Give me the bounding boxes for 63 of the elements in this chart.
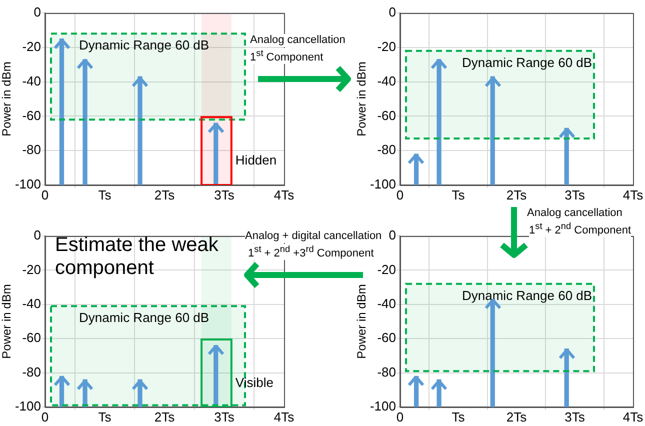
x-tick-label: 3Ts xyxy=(214,187,235,202)
annotation: Estimate the weak component xyxy=(55,234,218,279)
x-tick-label: Ts xyxy=(98,187,112,202)
y-tick-label: -40 xyxy=(377,296,396,311)
x-tick-label: 4Ts xyxy=(622,409,644,424)
y-tick-label: 0 xyxy=(388,228,396,243)
x-tick-label: 2Ts xyxy=(506,187,528,202)
y-axis-title: Power in dBm xyxy=(0,62,14,136)
annotation: Analog + digital cancellation xyxy=(245,230,382,243)
bar xyxy=(138,76,142,185)
band-label: Dynamic Range 60 dB xyxy=(462,54,592,70)
band-label: Visible xyxy=(235,374,274,390)
x-tick-label: 2Ts xyxy=(154,409,176,424)
annotation: 1$^{st}$ Component xyxy=(250,48,324,64)
y-tick-label: -20 xyxy=(22,262,41,277)
y-tick-label: -100 xyxy=(14,398,41,414)
y-tick-label: -80 xyxy=(377,142,396,158)
y-tick-label: -100 xyxy=(370,398,396,414)
y-tick-label: 0 xyxy=(34,4,41,20)
bar xyxy=(436,59,442,185)
y-axis-title: Power in dBm xyxy=(354,284,369,359)
band-label: Dynamic Range 60 dB xyxy=(462,288,592,303)
y-tick-label: -60 xyxy=(22,330,41,346)
y-tick-label: 0 xyxy=(388,4,396,20)
text: Analog cancellation xyxy=(527,207,622,220)
y-tick-label: -100 xyxy=(14,176,41,192)
x-tick-label: 3Ts xyxy=(564,409,586,424)
bar xyxy=(82,59,88,185)
y-tick-label: -100 xyxy=(370,176,396,192)
y-tick-label: -60 xyxy=(377,108,396,123)
y-tick-label: -80 xyxy=(22,142,41,158)
x-tick-label: 4Ts xyxy=(622,187,644,202)
y-tick-label: -80 xyxy=(22,364,41,380)
y-tick-label: -40 xyxy=(22,73,41,88)
x-tick-label: 3Ts xyxy=(564,187,586,202)
x-tick-label: Ts xyxy=(452,187,466,202)
x-tick-label: 3Ts xyxy=(214,409,235,424)
x-tick-label: 4Ts xyxy=(274,187,295,202)
y-tick-label: -40 xyxy=(22,296,41,311)
annotation: 1$^{st}$ + 2$^{nd}$ +3$^{rd}$ Component xyxy=(248,244,374,260)
band-label: Dynamic Range 60 dB xyxy=(79,310,210,326)
annotation: Analog cancellation xyxy=(250,34,346,47)
y-tick-label: 0 xyxy=(34,228,41,243)
band-label: Dynamic Range 60 dB xyxy=(79,38,210,53)
y-tick-label: -40 xyxy=(377,73,396,88)
y-tick-label: -60 xyxy=(22,108,41,123)
bar xyxy=(59,38,64,185)
y-tick-label: -20 xyxy=(377,262,396,277)
bar xyxy=(490,76,495,185)
x-tick-label: Ts xyxy=(452,409,466,424)
bar xyxy=(436,379,442,407)
y-tick-label: -20 xyxy=(377,38,396,54)
x-tick-label: 2Ts xyxy=(506,409,528,424)
y-tick-label: -60 xyxy=(377,330,396,346)
band-label: Hidden xyxy=(235,152,277,168)
x-tick-label: 2Ts xyxy=(154,187,176,202)
x-tick-label: Ts xyxy=(98,409,112,424)
y-axis-title: Power in dBm xyxy=(354,62,369,136)
annotation: 1$^{st}$ + 2$^{nd}$ Component xyxy=(529,221,632,238)
y-axis-title: Power in dBm xyxy=(0,284,14,359)
y-tick-label: -20 xyxy=(22,38,41,54)
y-tick-label: -80 xyxy=(377,364,396,380)
x-tick-label: 4Ts xyxy=(274,409,295,424)
